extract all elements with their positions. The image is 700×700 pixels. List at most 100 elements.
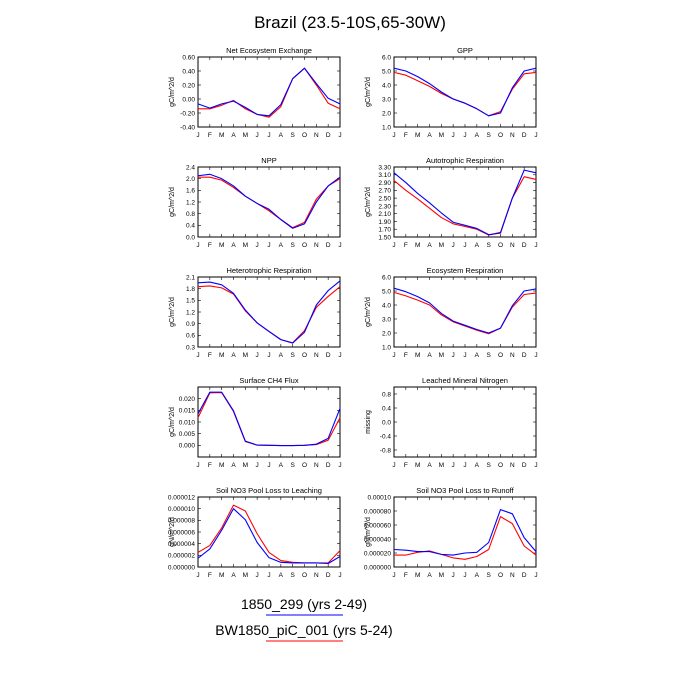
y-tick-label: 0.000012 <box>168 494 195 501</box>
plot-frame <box>197 386 341 458</box>
x-tick-label: A <box>427 572 432 579</box>
x-tick-label: A <box>279 352 284 359</box>
x-tick-label: J <box>534 462 537 469</box>
x-tick-label: O <box>498 462 503 469</box>
x-tick-label: S <box>486 352 491 359</box>
panel-title: Soil NO3 Pool Loss to Leaching <box>216 486 322 495</box>
y-tick-label: 0.015 <box>179 408 196 415</box>
panel-title: Heterotrophic Respiration <box>226 266 311 275</box>
x-tick-label: S <box>486 132 491 139</box>
series-line-blue <box>197 280 341 344</box>
x-tick-label: J <box>338 242 341 249</box>
panel-8: Leached Mineral Nitrogen missing -0.8 -0.4 0… <box>365 376 538 469</box>
y-tick-label: 0.000006 <box>168 529 195 536</box>
x-tick-label: F <box>404 242 408 249</box>
x-tick-label: D <box>522 242 527 249</box>
y-tick-label: 2.4 <box>186 164 195 171</box>
x-tick-label: A <box>427 132 432 139</box>
x-tick-label: D <box>326 462 331 469</box>
legend-label-1: 1850_299 (yrs 2-49) <box>241 596 367 612</box>
series-line-red <box>198 67 341 118</box>
series-line-red <box>198 176 341 229</box>
x-tick-label: D <box>522 462 527 469</box>
y-tick-label: 0.60 <box>182 54 195 61</box>
x-tick-label: O <box>498 132 503 139</box>
panel-5: Heterotrophic Respiration gC/m^2/d 0.3 0.6 0… <box>169 266 342 359</box>
panel-title: Leached Mineral Nitrogen <box>422 376 508 385</box>
x-tick-label: N <box>314 352 319 359</box>
series-line-red <box>393 291 537 335</box>
series-line-blue <box>197 391 341 447</box>
y-tick-label: 0.000000 <box>364 564 391 571</box>
x-tick-label: S <box>486 572 491 579</box>
panel-4: Autotrophic Respiration gC/m^2/d 1.501.701… <box>365 156 538 249</box>
y-tick-label: 1.70 <box>378 227 391 234</box>
y-axis-label: gC/m^2/d <box>169 297 176 327</box>
x-tick-label: F <box>404 132 408 139</box>
panel-title: Soil NO3 Pool Loss to Runoff <box>416 486 514 495</box>
x-tick-label: S <box>486 242 491 249</box>
x-tick-label: M <box>439 572 444 579</box>
x-tick-label: D <box>326 352 331 359</box>
y-tick-label: 0.8 <box>382 391 391 398</box>
x-tick-label: J <box>267 572 270 579</box>
y-tick-label: 0.000008 <box>168 518 195 525</box>
y-tick-label: 1.6 <box>186 188 195 195</box>
plot-frame <box>393 386 537 458</box>
x-tick-label: F <box>208 132 212 139</box>
x-tick-label: M <box>219 572 224 579</box>
x-tick-label: O <box>498 242 503 249</box>
x-tick-label: M <box>439 462 444 469</box>
y-tick-label: 4.0 <box>382 302 391 309</box>
y-tick-label: 2.0 <box>382 330 391 337</box>
x-tick-label: J <box>534 242 537 249</box>
x-tick-label: J <box>256 132 259 139</box>
x-tick-label: M <box>219 352 224 359</box>
x-tick-label: J <box>534 572 537 579</box>
series-line-blue <box>197 67 341 117</box>
x-tick-label: J <box>196 132 199 139</box>
y-tick-label: 0.000080 <box>364 508 391 515</box>
y-axis-label: gC/m^2/d <box>169 187 176 217</box>
x-tick-label: N <box>314 572 319 579</box>
series-line-blue <box>197 508 341 565</box>
panels-group: Net Ecosystem Exchange gC/m^2/d -0.40 -0.20… <box>168 46 538 579</box>
x-tick-label: A <box>279 462 284 469</box>
x-tick-label: J <box>392 242 395 249</box>
x-tick-label: J <box>338 572 341 579</box>
panel-7: Surface CH4 Flux gC/m^2/d0.000 0.005 0.010 0… <box>169 376 342 469</box>
series-line-blue <box>393 509 537 556</box>
x-tick-label: N <box>510 242 515 249</box>
y-tick-label: 2.90 <box>378 180 391 187</box>
x-tick-label: N <box>314 242 319 249</box>
y-tick-label: 2.0 <box>186 176 195 183</box>
x-tick-label: J <box>463 132 466 139</box>
plot-frame <box>393 56 537 128</box>
y-tick-label: 3.0 <box>382 316 391 323</box>
series-line-blue <box>393 67 537 117</box>
x-tick-label: A <box>231 132 236 139</box>
x-tick-label: J <box>267 462 270 469</box>
series-line-blue <box>393 287 537 334</box>
panel-1: Net Ecosystem Exchange gC/m^2/d -0.40 -0.20… <box>169 46 342 139</box>
figure-title: Brazil (23.5-10S,65-30W) <box>254 13 446 32</box>
y-tick-label: 0.3 <box>186 344 195 351</box>
x-tick-label: O <box>302 572 307 579</box>
x-tick-label: O <box>498 352 503 359</box>
y-axis-label: gC/m^2/d <box>365 297 372 327</box>
x-tick-label: A <box>427 352 432 359</box>
panel-title: GPP <box>457 46 473 55</box>
x-tick-label: F <box>404 352 408 359</box>
x-tick-label: J <box>256 572 259 579</box>
y-tick-label: 1.2 <box>186 309 195 316</box>
y-tick-label: 0.00010 <box>368 494 392 501</box>
x-tick-label: A <box>231 572 236 579</box>
y-tick-label: 0.0 <box>186 234 195 241</box>
y-axis-label: missing <box>365 410 372 434</box>
y-tick-label: 0.000000 <box>168 564 195 571</box>
x-tick-label: N <box>510 462 515 469</box>
x-tick-label: J <box>256 462 259 469</box>
x-tick-label: F <box>404 462 408 469</box>
